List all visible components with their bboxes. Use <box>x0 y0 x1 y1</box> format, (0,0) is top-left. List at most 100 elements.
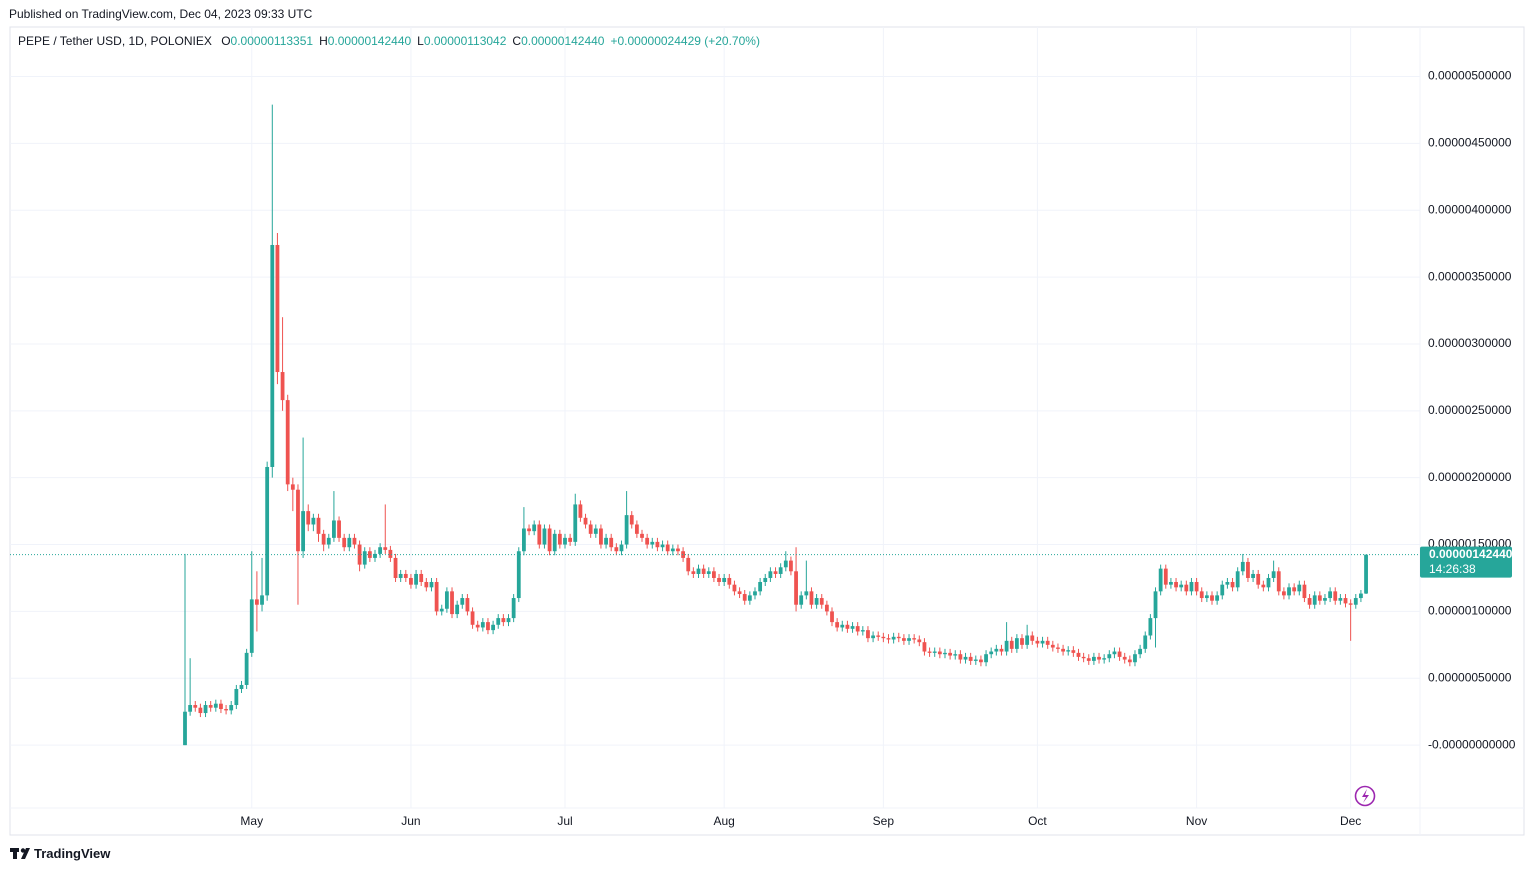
candle-body <box>357 544 362 565</box>
candle-body <box>249 599 254 653</box>
ohlc-item: H0.00000142440 <box>319 34 411 48</box>
candle-body <box>814 598 819 605</box>
candle-body <box>891 636 896 640</box>
ohlc-value: 0.00000142440 <box>521 34 605 48</box>
candle-body <box>593 528 598 534</box>
candle-body <box>686 557 691 572</box>
symbol: PEPE / Tether USD, 1D, POLONIEX <box>18 34 212 48</box>
candle-body <box>937 651 942 655</box>
candle-body <box>326 537 331 545</box>
candle-body <box>193 705 198 708</box>
candle-body <box>557 533 562 545</box>
candle-body <box>563 537 567 545</box>
candle-body <box>789 560 793 572</box>
candle-body <box>999 648 1004 652</box>
candle-body <box>1281 591 1286 596</box>
candle-body <box>388 549 393 558</box>
candle-body <box>578 504 583 518</box>
candle-body <box>1343 598 1348 604</box>
y-tick-label: -0.00000000000 <box>1428 737 1516 751</box>
candle-body <box>835 622 840 628</box>
candle-body <box>717 577 721 582</box>
x-tick-label: Aug <box>713 814 734 828</box>
candle-body <box>799 595 804 605</box>
candle-body <box>732 584 737 592</box>
candle-body <box>1174 581 1178 588</box>
candle-body <box>804 591 809 596</box>
candle-body <box>254 599 259 605</box>
alert-bolt <box>1362 789 1369 803</box>
candle-body <box>552 533 557 552</box>
candle-body <box>522 528 526 552</box>
candle-body <box>378 547 383 554</box>
x-tick-label: Jun <box>401 814 420 828</box>
candle-body <box>527 528 531 532</box>
candle-body <box>1256 573 1261 585</box>
candle-body <box>1138 648 1143 655</box>
candle-body <box>332 520 336 538</box>
candle-body <box>275 244 280 373</box>
candle-body <box>932 651 937 653</box>
candle-body <box>383 547 388 550</box>
candle-body <box>681 551 685 558</box>
candle-body <box>1210 595 1214 601</box>
candle-body <box>1251 573 1255 578</box>
candle-body <box>1148 618 1153 636</box>
candle-body <box>1364 554 1368 594</box>
candle-body <box>316 517 321 534</box>
candle-body <box>963 656 968 660</box>
candle-body <box>491 624 495 631</box>
candle-body <box>1076 652 1081 657</box>
candle-body <box>198 707 203 714</box>
last-price-box <box>1420 546 1512 578</box>
candle-body <box>763 577 768 582</box>
x-tick-label: Oct <box>1028 814 1047 828</box>
candle-body <box>480 622 485 628</box>
candle-body <box>460 598 465 605</box>
candle-body <box>1086 658 1091 661</box>
candle-body <box>1317 595 1322 601</box>
candle-body <box>753 591 757 596</box>
candle-body <box>1179 584 1184 588</box>
y-tick-label: 0.00000500000 <box>1428 69 1512 83</box>
candle-body <box>1323 598 1327 601</box>
candle-body <box>568 537 573 542</box>
candle-body <box>830 611 834 623</box>
candle-body <box>706 571 711 574</box>
candle-body <box>670 548 675 552</box>
candle-body <box>660 544 665 548</box>
candle-body <box>629 515 634 525</box>
candle-body <box>599 528 603 545</box>
candle-body <box>1266 577 1271 588</box>
alert-icon[interactable] <box>1354 785 1376 807</box>
candle-body <box>260 595 264 605</box>
candle-body <box>645 537 650 545</box>
candle-body <box>1169 581 1173 585</box>
ohlc-item: O0.00000113351 <box>221 34 313 48</box>
candle-body <box>362 551 367 565</box>
candle-body <box>876 635 881 637</box>
candle-body <box>845 624 850 629</box>
candle-body <box>604 537 608 545</box>
candle-body <box>352 537 357 545</box>
y-tick-label: 0.00000450000 <box>1428 136 1512 150</box>
candle-body <box>783 560 788 568</box>
ohlc-value: 0.00000113042 <box>423 34 507 48</box>
candle-body <box>1194 581 1199 592</box>
x-tick-label: Sep <box>873 814 895 828</box>
candle-body <box>1225 581 1230 585</box>
candle-body <box>922 642 927 652</box>
candle-body <box>583 517 588 525</box>
candle-body <box>1004 640 1009 652</box>
candle-body <box>655 541 660 548</box>
candle-body <box>219 703 223 710</box>
candle-body <box>296 489 300 552</box>
candle-body <box>1091 656 1096 661</box>
candle-body <box>1215 595 1220 601</box>
candle-body <box>301 511 306 552</box>
candle-body <box>465 598 470 612</box>
candle-body <box>737 591 742 595</box>
countdown: 14:26:38 <box>1429 562 1476 576</box>
candle-body <box>1158 568 1163 592</box>
